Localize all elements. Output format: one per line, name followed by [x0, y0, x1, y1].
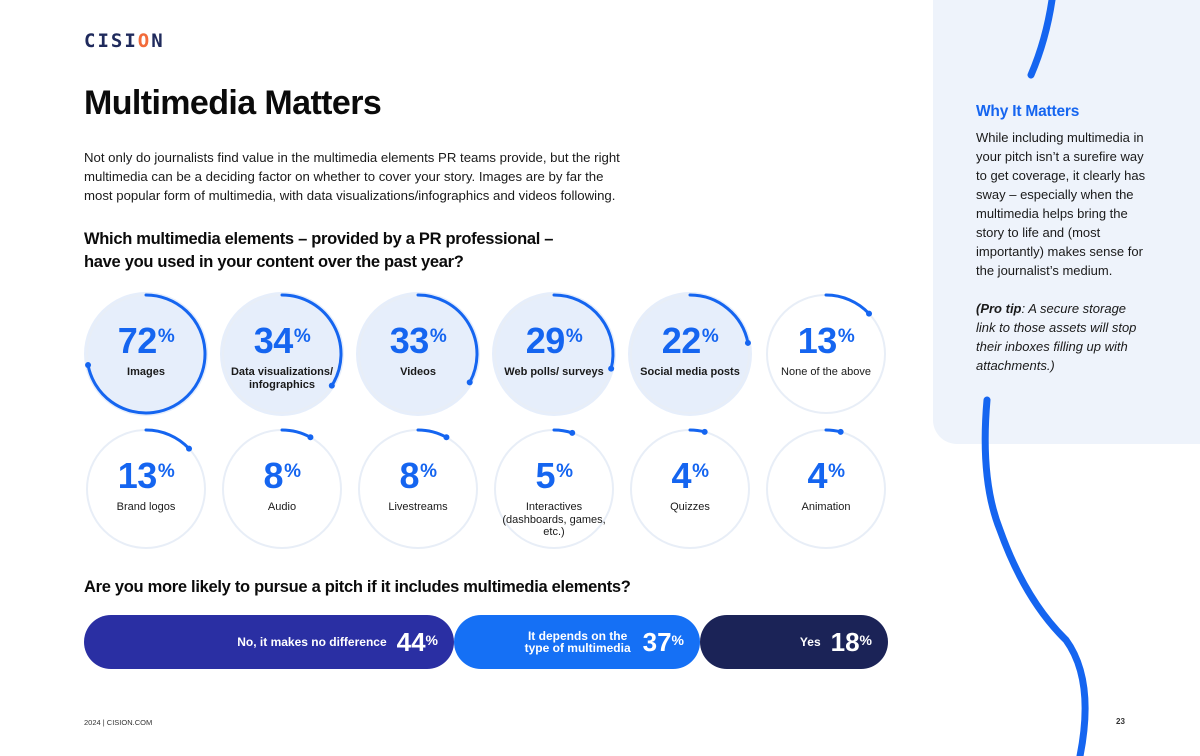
stat-label: None of the above — [781, 366, 871, 378]
stat-ring — [494, 428, 614, 549]
stat-label: Social media posts — [640, 366, 740, 378]
stat-ring — [766, 293, 886, 414]
stat-circle: 4% Quizzes — [628, 427, 752, 551]
ring-end-dot — [744, 339, 751, 346]
ring-arc — [280, 293, 343, 388]
stat-circle: 34% Data visualizations/ infographics — [220, 292, 344, 416]
stat-circle: 13% None of the above — [764, 292, 888, 416]
ring-end-dot — [569, 429, 576, 436]
ring-end-dot — [85, 362, 92, 369]
stat-label: Interactives (dashboards, games, etc.) — [502, 501, 606, 538]
stat-ring — [630, 428, 750, 549]
pitch-bar-depends: It depends on the type of multimedia 37% — [454, 615, 700, 669]
stat-value: 8% — [263, 455, 301, 496]
stat-ring — [358, 293, 479, 414]
stat-label: Images — [127, 366, 165, 378]
stat-value: 33% — [389, 320, 447, 361]
stat-label: Data visualizations/ infographics — [230, 366, 334, 391]
stat-circle: 22% Social media posts — [628, 292, 752, 416]
stat-label: Brand logos — [116, 501, 176, 513]
stat-circle: 8% Audio — [220, 427, 344, 551]
page-number: 23 — [1116, 717, 1125, 726]
pitch-value: 37% — [642, 627, 684, 657]
pitch-bar-yes: Yes 18% — [700, 615, 888, 669]
sidebar-heading: Why It Matters — [976, 103, 1080, 120]
intro-paragraph: Not only do journalists find value in th… — [84, 150, 620, 203]
ring-end-dot — [608, 365, 615, 372]
stat-label: Web polls/ surveys — [504, 366, 604, 378]
ring-arc — [824, 293, 871, 316]
stat-value: 4% — [807, 455, 845, 496]
stat-circle: 13% Brand logos — [84, 427, 208, 551]
stat-label: Quizzes — [670, 501, 710, 513]
pitch-label: It depends on the type of multimedia — [524, 629, 631, 655]
ring-end-dot — [837, 428, 844, 435]
ring-end-dot — [701, 428, 708, 435]
stat-circle: 8% Livestreams — [356, 427, 480, 551]
pitch-bar-no-difference: No, it makes no difference 44% — [84, 615, 454, 669]
stat-circle: 4% Animation — [764, 427, 888, 551]
ring-end-dot — [307, 434, 314, 441]
ring-arc — [86, 293, 207, 415]
stat-value: 5% — [535, 455, 573, 496]
sidebar-pro-tip: (Pro tip: A secure storage link to those… — [976, 301, 1137, 373]
pitch-label: No, it makes no difference — [237, 635, 387, 649]
footer-site: 2024 | CISION.COM — [84, 718, 153, 727]
stat-value: 34% — [253, 320, 311, 361]
ring-end-dot — [186, 445, 193, 452]
sidebar-panel — [933, 0, 1200, 444]
stat-ring — [494, 293, 615, 414]
stat-value: 8% — [399, 455, 437, 496]
stat-label: Animation — [801, 501, 851, 513]
stat-value: 22% — [661, 320, 719, 361]
stat-ring — [222, 428, 342, 549]
ring-end-dot — [866, 310, 873, 317]
stat-label: Audio — [267, 501, 297, 513]
stat-circle: 29% Web polls/ surveys — [492, 292, 616, 416]
question-multimedia-elements: Which multimedia elements – provided by … — [84, 230, 554, 271]
sidebar-body: While including multimedia in your pitch… — [976, 130, 1146, 278]
stat-value: 13% — [117, 455, 175, 496]
pitch-label: Yes — [799, 635, 821, 649]
ring-arc — [688, 293, 750, 345]
ring-arc — [552, 293, 615, 371]
stat-ring — [766, 428, 886, 549]
ring-arc — [144, 428, 191, 451]
stat-value: 4% — [671, 455, 709, 496]
stat-label: Videos — [400, 366, 436, 378]
stat-value: 13% — [797, 320, 855, 361]
ring-end-dot — [443, 434, 450, 441]
stat-ring — [222, 293, 343, 414]
ring-end-dot — [328, 382, 335, 389]
stat-ring — [85, 293, 207, 415]
ring-arc — [416, 293, 479, 384]
page-title: Multimedia Matters — [84, 84, 382, 122]
pitch-value: 18% — [830, 627, 872, 657]
stat-label: Livestreams — [388, 501, 448, 513]
stat-circle: 5% Interactives (dashboards, games, etc.) — [492, 427, 616, 551]
stat-ring — [358, 428, 478, 549]
stat-ring — [630, 293, 751, 414]
stat-circle: 33% Videos — [356, 292, 480, 416]
stat-circle: 72% Images — [84, 292, 208, 416]
stat-value: 72% — [117, 320, 175, 361]
ring-end-dot — [466, 379, 473, 386]
logo: CISION — [84, 30, 165, 52]
stat-value: 29% — [525, 320, 583, 361]
pitch-value: 44% — [396, 627, 438, 657]
question-pitch: Are you more likely to pursue a pitch if… — [84, 578, 631, 596]
stat-ring — [86, 428, 206, 549]
